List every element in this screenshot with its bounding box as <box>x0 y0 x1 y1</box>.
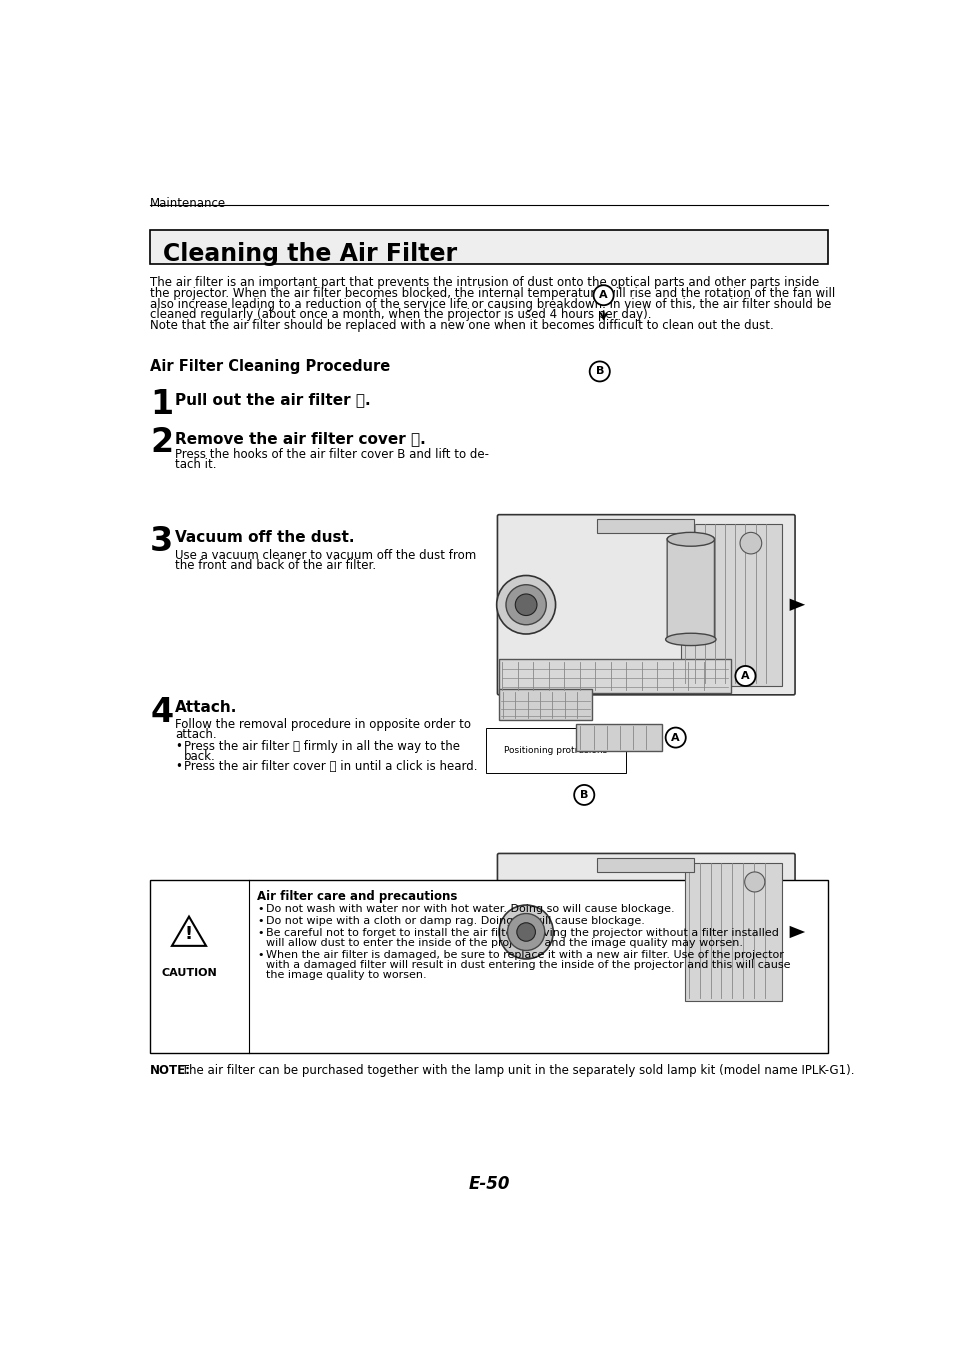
Text: The air filter can be purchased together with the lamp unit in the separately so: The air filter can be purchased together… <box>178 1064 854 1077</box>
Circle shape <box>505 585 546 625</box>
Text: !: ! <box>185 925 193 942</box>
Text: When the air filter is damaged, be sure to replace it with a new air filter. Use: When the air filter is damaged, be sure … <box>266 950 783 960</box>
Text: •: • <box>257 915 263 926</box>
Text: •: • <box>257 950 263 960</box>
Text: back.: back. <box>184 749 216 763</box>
Circle shape <box>507 914 544 950</box>
Ellipse shape <box>665 633 716 645</box>
Text: B: B <box>579 790 588 801</box>
Text: attach.: attach. <box>174 728 216 741</box>
FancyBboxPatch shape <box>497 853 794 1011</box>
Polygon shape <box>789 926 804 938</box>
Polygon shape <box>789 598 804 612</box>
FancyBboxPatch shape <box>596 859 694 872</box>
Text: A: A <box>598 290 607 300</box>
Text: E-50: E-50 <box>468 1174 509 1192</box>
FancyBboxPatch shape <box>498 659 731 694</box>
Circle shape <box>744 872 764 892</box>
Circle shape <box>735 666 755 686</box>
Text: Note that the air filter should be replaced with a new one when it becomes diffi: Note that the air filter should be repla… <box>150 319 773 332</box>
Text: Press the hooks of the air filter cover B and lift to de-: Press the hooks of the air filter cover … <box>174 448 489 462</box>
FancyBboxPatch shape <box>150 230 827 263</box>
Text: 1: 1 <box>150 387 173 421</box>
Text: 2: 2 <box>150 427 173 459</box>
Circle shape <box>593 285 613 305</box>
FancyBboxPatch shape <box>497 514 794 695</box>
Text: Maintenance: Maintenance <box>150 197 226 211</box>
Text: •: • <box>174 740 182 752</box>
Text: NOTE:: NOTE: <box>150 1064 191 1077</box>
Text: Do not wash with water nor with hot water. Doing so will cause blockage.: Do not wash with water nor with hot wate… <box>266 903 675 914</box>
Text: the projector. When the air filter becomes blocked, the internal temperature wil: the projector. When the air filter becom… <box>150 286 835 300</box>
FancyBboxPatch shape <box>576 724 661 751</box>
FancyBboxPatch shape <box>684 863 781 1002</box>
Text: 4: 4 <box>150 695 173 729</box>
Text: •: • <box>257 903 263 914</box>
Circle shape <box>740 532 760 553</box>
Text: cleaned regularly (about once a month, when the projector is used 4 hours per da: cleaned regularly (about once a month, w… <box>150 308 651 321</box>
Text: Vacuum off the dust.: Vacuum off the dust. <box>174 531 355 545</box>
FancyBboxPatch shape <box>150 880 827 1053</box>
Text: tach it.: tach it. <box>174 459 216 471</box>
FancyBboxPatch shape <box>498 690 592 721</box>
Text: Press the air filter cover Ⓑ in until a click is heard.: Press the air filter cover Ⓑ in until a … <box>184 760 477 772</box>
Text: Air filter care and precautions: Air filter care and precautions <box>257 891 457 903</box>
Text: CAUTION: CAUTION <box>161 968 216 979</box>
Text: the front and back of the air filter.: the front and back of the air filter. <box>174 559 375 571</box>
Text: Cleaning the Air Filter: Cleaning the Air Filter <box>162 242 456 266</box>
Text: with a damaged filter will result in dust entering the inside of the projector a: with a damaged filter will result in dus… <box>266 960 790 971</box>
Text: Remove the air filter cover Ⓑ.: Remove the air filter cover Ⓑ. <box>174 431 425 446</box>
Circle shape <box>498 904 553 958</box>
FancyBboxPatch shape <box>596 520 694 533</box>
Circle shape <box>574 784 594 805</box>
Text: Press the air filter Ⓐ firmly in all the way to the: Press the air filter Ⓐ firmly in all the… <box>184 740 460 752</box>
Text: will allow dust to enter the inside of the projector and the image quality may w: will allow dust to enter the inside of t… <box>266 938 742 948</box>
Text: Air Filter Cleaning Procedure: Air Filter Cleaning Procedure <box>150 359 390 374</box>
FancyBboxPatch shape <box>666 537 714 641</box>
Text: Attach.: Attach. <box>174 701 237 716</box>
Text: •: • <box>257 929 263 938</box>
Text: Be careful not to forget to install the air filter. Leaving the projector withou: Be careful not to forget to install the … <box>266 929 779 938</box>
Text: Follow the removal procedure in opposite order to: Follow the removal procedure in opposite… <box>174 718 471 730</box>
Circle shape <box>515 594 537 616</box>
Text: A: A <box>671 733 679 743</box>
Circle shape <box>497 575 555 634</box>
Text: A: A <box>740 671 749 680</box>
Circle shape <box>517 923 535 941</box>
Polygon shape <box>172 917 206 946</box>
Text: •: • <box>174 760 182 772</box>
Circle shape <box>665 728 685 748</box>
FancyBboxPatch shape <box>680 524 781 686</box>
Text: also increase leading to a reduction of the service life or causing breakdown. I: also increase leading to a reduction of … <box>150 297 831 310</box>
Ellipse shape <box>666 532 714 547</box>
Text: Positioning protrusions: Positioning protrusions <box>504 745 607 755</box>
Circle shape <box>589 362 609 382</box>
Text: B: B <box>595 366 603 377</box>
Text: the image quality to worsen.: the image quality to worsen. <box>266 971 427 980</box>
Text: Do not wipe with a cloth or damp rag. Doing so will cause blockage.: Do not wipe with a cloth or damp rag. Do… <box>266 915 644 926</box>
Text: Pull out the air filter Ⓐ.: Pull out the air filter Ⓐ. <box>174 393 371 408</box>
Text: 3: 3 <box>150 525 173 559</box>
Text: Use a vacuum cleaner to vacuum off the dust from: Use a vacuum cleaner to vacuum off the d… <box>174 548 476 562</box>
Text: The air filter is an important part that prevents the intrusion of dust onto the: The air filter is an important part that… <box>150 275 819 289</box>
